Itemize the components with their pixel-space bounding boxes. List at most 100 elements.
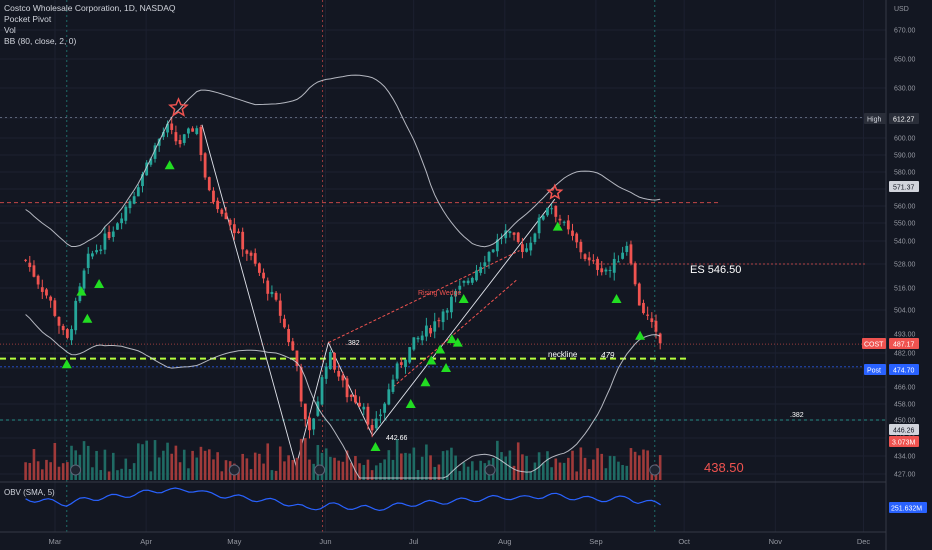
volume-bar [404, 452, 407, 480]
currency-label: USD [894, 6, 909, 13]
volume-bar [637, 455, 641, 480]
candle-body [174, 132, 178, 142]
rising-wedge-label: Rising Wedge [418, 290, 462, 297]
candle-body [57, 316, 61, 326]
candle-body [216, 200, 220, 210]
y-tick-label: 540.00 [894, 239, 916, 246]
candle-body [274, 292, 278, 300]
volume-bar [366, 459, 370, 480]
volume-bar [220, 471, 224, 480]
candle-body [575, 233, 579, 243]
candle-body [450, 296, 453, 313]
volume-bar [124, 458, 128, 480]
volume-bar [258, 453, 261, 480]
volume-bar [287, 455, 290, 480]
volume-bar [40, 469, 44, 480]
volume-bar [658, 455, 662, 480]
candle-body [207, 177, 211, 191]
x-tick-label: May [227, 537, 241, 546]
volume-bar [420, 456, 424, 480]
volume-bar [349, 462, 353, 480]
low-label: 442.66 [386, 435, 408, 442]
candle-body [491, 249, 495, 253]
candle-body [404, 359, 407, 367]
star-marker [546, 183, 564, 200]
candle-body [145, 162, 149, 176]
post-tag-bg [864, 364, 886, 375]
volume-bar [625, 465, 629, 480]
candle-body [533, 233, 537, 243]
volume-bar [562, 462, 566, 480]
pocket-pivot-marker [552, 221, 563, 231]
volume-bar [408, 453, 411, 480]
volume-bar [425, 444, 428, 480]
volume-bar [291, 459, 295, 480]
candle-body [516, 232, 520, 243]
neckline-value: 479 [601, 351, 615, 360]
volume-bar [53, 442, 57, 480]
volume-bar [86, 445, 90, 480]
candle-body [283, 318, 286, 328]
volume-bar [354, 455, 357, 480]
candle-body [642, 302, 645, 314]
volume-bar [541, 463, 545, 480]
obv-badge-bg [889, 502, 927, 513]
candle-body [395, 363, 399, 379]
volume-bar [412, 447, 416, 480]
volume-bar [550, 467, 553, 480]
candle-body [596, 258, 599, 270]
volume-bar [558, 462, 562, 480]
candle-body [249, 252, 253, 256]
candle-body [604, 269, 608, 272]
bb-badge: 571.37 [893, 185, 915, 192]
pocket-pivot-marker [458, 294, 469, 303]
lower-badge-bg [889, 424, 919, 435]
volume-bar [341, 461, 345, 480]
volume-bar [621, 465, 624, 480]
volume-bar [400, 453, 403, 480]
candle-body [328, 352, 332, 370]
y-tick-label: 504.00 [894, 308, 916, 315]
volume-bar [245, 458, 249, 480]
candle-body [612, 258, 616, 273]
volume-bar [546, 451, 549, 480]
candle-body [608, 269, 612, 271]
volume-bar [61, 463, 65, 480]
candle-body [299, 367, 303, 402]
volume-bar [587, 469, 591, 480]
candle-body [633, 263, 637, 285]
volume-bar [253, 452, 257, 480]
volume-bar [379, 462, 382, 480]
pocket-pivot-marker [82, 313, 93, 323]
candle-body [525, 248, 528, 252]
volume-bar [370, 470, 374, 480]
volume-bar [516, 442, 520, 480]
volume-bar [224, 460, 228, 480]
candle-body [566, 220, 570, 230]
candle-body [182, 134, 186, 143]
candle-body [658, 333, 662, 344]
candle-body [487, 252, 491, 262]
volume-bar [533, 462, 537, 480]
legend-bb: BB (80, close, 2, 0) [4, 36, 77, 46]
pocket-pivot-marker [164, 160, 175, 170]
candle-body [278, 300, 282, 316]
volume-bar [629, 448, 633, 480]
candle-body [554, 205, 558, 217]
candle-body [149, 158, 153, 165]
volume-bar [433, 466, 437, 480]
volume-bar [608, 455, 612, 480]
candle-body [116, 223, 119, 230]
candle-body [362, 406, 366, 410]
volume-bar [32, 449, 36, 480]
volume-bar [157, 457, 161, 480]
volume-bar [174, 445, 178, 480]
volume-bar [24, 462, 27, 480]
annotation-labels: ES 546.50 neckline 479 Rising Wedge .382… [346, 264, 804, 475]
volume-bar [571, 450, 574, 480]
candle-body [504, 230, 508, 239]
candle-body [312, 418, 316, 430]
volume-bar [554, 458, 558, 480]
zigzag-pattern [201, 124, 556, 469]
